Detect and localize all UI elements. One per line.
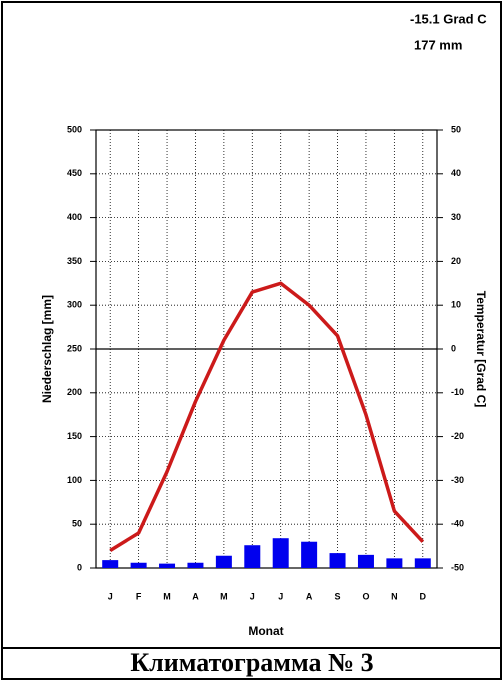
x-tick-label: J [108,591,113,601]
bar [102,560,119,568]
y2-tick-label: 50 [451,124,461,134]
y-tick-label: 350 [67,256,82,266]
caption: Климатограмма № 3 [130,648,373,677]
x-tick-label: A [306,591,313,601]
x-tick-label: M [163,591,171,601]
y2-tick-label: 40 [451,168,461,178]
bar [215,555,232,568]
y-tick-label: 400 [67,212,82,222]
y2-tick-label: -30 [451,475,464,485]
y-tick-label: 250 [67,343,82,353]
y-tick-label: 300 [67,300,82,310]
y2-axis-label: Temperatur [Grad C] [474,291,488,407]
bar [159,563,176,568]
bar [272,538,289,568]
y2-tick-label: -40 [451,519,464,529]
y-tick-label: 0 [77,562,82,572]
bar [414,558,431,568]
x-axis-label: Monat [248,624,283,638]
y2-tick-label: 30 [451,212,461,222]
x-tick-label: A [192,591,199,601]
temperature-line [109,281,425,552]
x-tick-label: F [136,591,142,601]
y-tick-label: 50 [72,519,82,529]
y-axis-label: Niederschlag [mm] [40,295,54,403]
bar [244,545,261,568]
x-tick-label: J [250,591,255,601]
x-tick-label: N [391,591,398,601]
y2-tick-label: -10 [451,387,464,397]
bar [301,541,318,568]
x-tick-label: D [420,591,427,601]
bar [386,558,403,568]
bar [329,553,346,568]
bar [187,562,204,568]
y2-tick-label: -50 [451,562,464,572]
y-tick-label: 500 [67,124,82,134]
x-tick-label: M [220,591,228,601]
bar [357,554,374,568]
annotation: -15.1 Grad C [410,11,487,26]
y-tick-label: 200 [67,387,82,397]
y2-tick-label: 10 [451,300,461,310]
y2-tick-label: -20 [451,431,464,441]
x-tick-label: S [335,591,341,601]
y-tick-label: 150 [67,431,82,441]
y-tick-label: 450 [67,168,82,178]
y2-tick-label: 20 [451,256,461,266]
plot-frame [95,129,438,569]
x-tick-label: O [362,591,369,601]
bar [130,562,147,568]
y-tick-label: 100 [67,475,82,485]
annotation: 177 mm [414,37,462,52]
x-tick-label: J [278,591,283,601]
y2-tick-label: 0 [451,343,456,353]
